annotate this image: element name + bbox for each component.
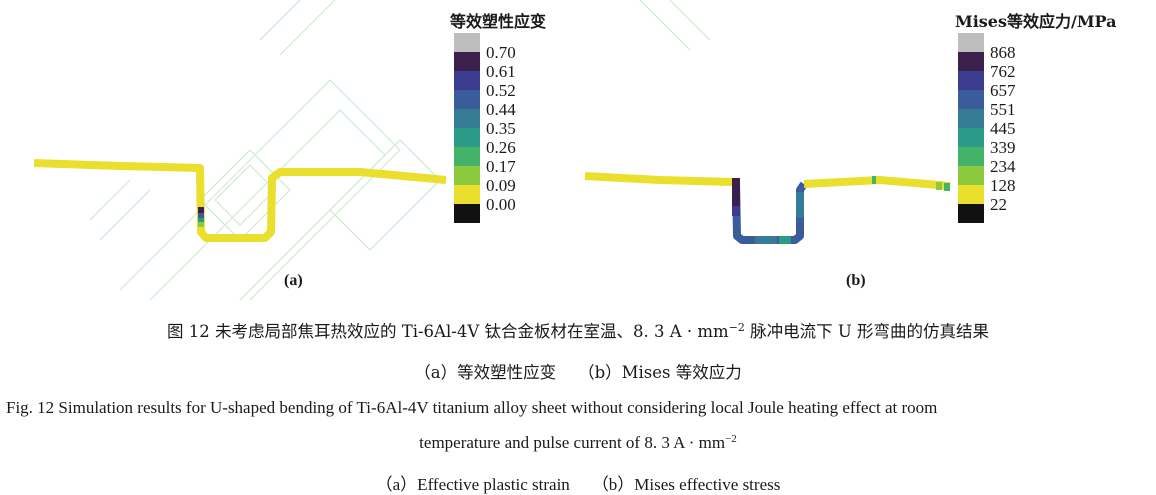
panel-label-a: (a) <box>284 272 303 289</box>
legend-tick-label: 234 <box>990 157 1016 176</box>
legend-tick-label: 0.44 <box>486 100 516 119</box>
legend-swatch <box>958 33 984 52</box>
legend-swatch <box>454 33 480 52</box>
legend-swatch <box>958 109 984 128</box>
legend-title-b: Mises等效应力/MPa <box>955 12 1117 31</box>
legend-swatch <box>454 147 480 166</box>
caption-en-sub-a: （a）Effective plastic strain <box>375 475 570 494</box>
legend-swatch <box>958 147 984 166</box>
u-bend-sheet-a <box>33 159 447 242</box>
legend-tick-label: 0.09 <box>486 176 516 195</box>
legend-tick-label: 339 <box>990 138 1016 157</box>
legend-tick-label: 128 <box>990 176 1016 195</box>
caption-cn-sub-b: （b）Mises 等效应力 <box>578 363 742 382</box>
legend-swatch <box>454 71 480 90</box>
caption-en-line1: Fig. 12 Simulation results for U-shaped … <box>6 398 938 417</box>
legend-tick-label: 0.00 <box>486 195 516 214</box>
caption-cn-sub-a: （a）等效塑性应变 <box>414 363 557 382</box>
legend-tick-label: 0.26 <box>486 138 516 157</box>
legend-tick-label: 0.17 <box>486 157 516 176</box>
caption-en-line2-pre: temperature and pulse current of 8. 3 A … <box>419 433 726 452</box>
legend-tick-label: 762 <box>990 62 1016 81</box>
legend-swatch <box>958 52 984 71</box>
legend-tick-label: 0.61 <box>486 62 516 81</box>
legend-tick-label: 0.52 <box>486 81 516 100</box>
legend-tick-label: 22 <box>990 195 1007 214</box>
caption-en-subs: （a）Effective plastic strain （b）Mises effe… <box>0 470 1156 495</box>
legend-swatch <box>958 90 984 109</box>
caption-cn-main: 图 12 未考虑局部焦耳热效应的 Ti-6Al-4V 钛合金板材在室温、8. 3… <box>0 318 1156 342</box>
legend-swatch <box>958 166 984 185</box>
caption-cn-main-sup: −2 <box>728 321 745 334</box>
legend-swatch <box>454 166 480 185</box>
legend-tick-label: 551 <box>990 100 1016 119</box>
legend-swatch <box>454 90 480 109</box>
legend-swatch <box>454 185 480 204</box>
legend-swatch <box>454 52 480 71</box>
legend-swatch <box>958 71 984 90</box>
legend-swatch <box>958 204 984 223</box>
watermark-pattern <box>639 0 711 51</box>
legend-swatch <box>454 128 480 147</box>
legend-title-a: 等效塑性应变 <box>450 12 547 31</box>
caption-en-line2-sup: −2 <box>725 433 737 445</box>
panel-b-mises-stress: Mises等效应力/MPa 868 762 657 551 445 339 234 128 22… <box>580 0 1156 300</box>
caption-cn-main-pre: 图 12 未考虑局部焦耳热效应的 Ti-6Al-4V 钛合金板材在室温、8. 3… <box>166 322 729 341</box>
legend-tick-label: 657 <box>990 81 1016 100</box>
panel-label-b: (b) <box>846 272 866 289</box>
legend-swatch <box>454 109 480 128</box>
legend-swatch <box>958 185 984 204</box>
legend-swatch <box>958 128 984 147</box>
caption-en-sub-b: （b）Mises effective stress <box>591 475 781 494</box>
caption-cn-subs: （a）等效塑性应变 （b）Mises 等效应力 <box>0 359 1156 383</box>
panel-a-plastic-strain: 等效塑性应变 0.70 0.61 0.52 0.44 0.35 0.26 0.17 0.09 0… <box>0 0 580 300</box>
caption-en-line2: temperature and pulse current of 8. 3 A … <box>0 433 1156 453</box>
legend-tick-label: 0.35 <box>486 119 516 138</box>
legend-swatch <box>454 204 480 223</box>
caption-cn-main-post: 脉冲电流下 U 形弯曲的仿真结果 <box>744 322 990 341</box>
u-bend-sheet-b <box>584 172 951 244</box>
legend-tick-label: 868 <box>990 43 1016 62</box>
legend-tick-label: 445 <box>990 119 1016 138</box>
legend-tick-label: 0.70 <box>486 43 516 62</box>
